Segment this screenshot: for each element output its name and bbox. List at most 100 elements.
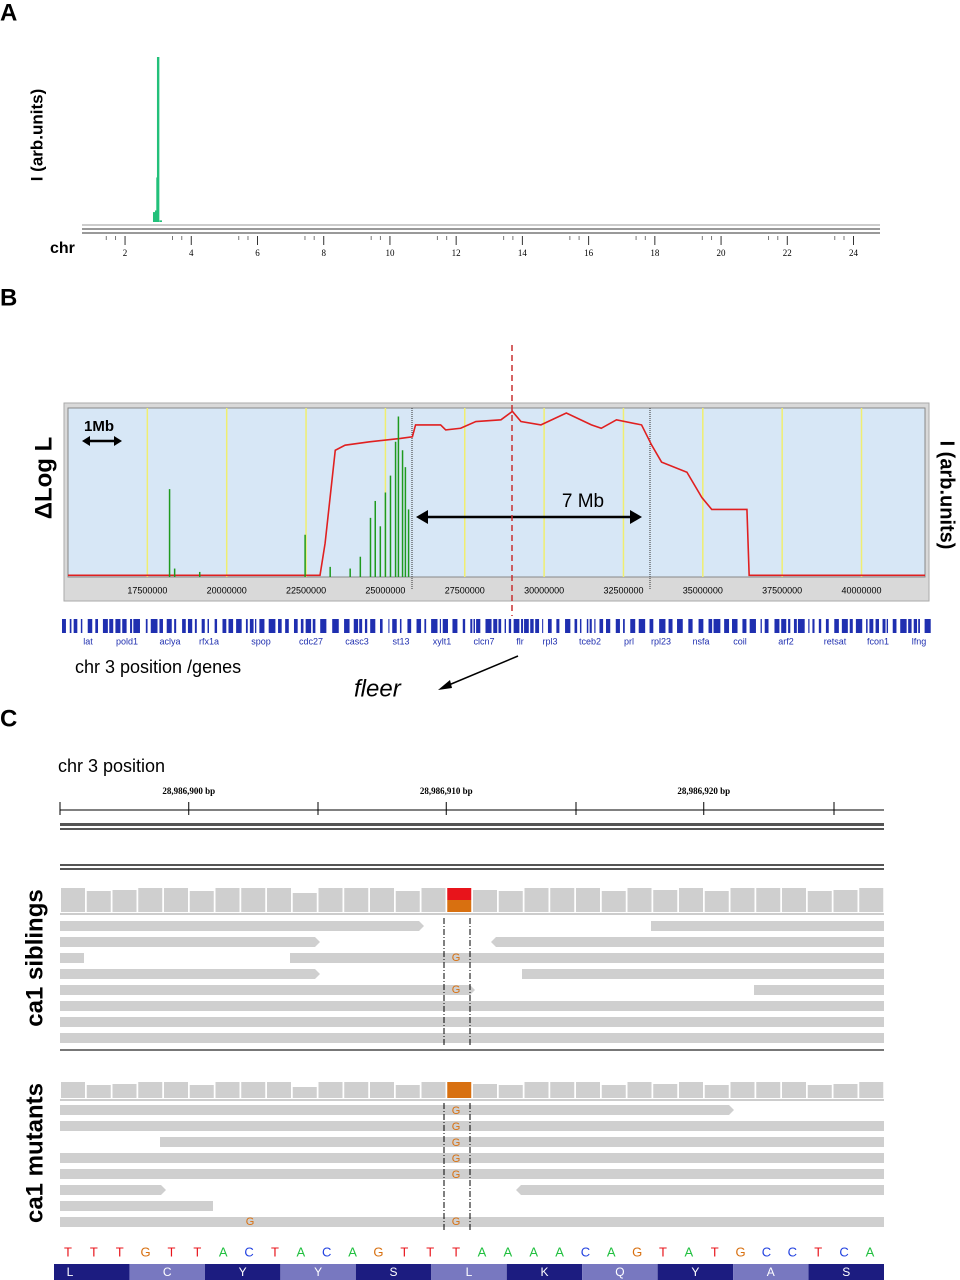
gene-block [565, 619, 571, 633]
amino-acid-block [204, 1264, 281, 1280]
read [60, 1169, 884, 1179]
coverage [61, 888, 85, 912]
x-tick-label: 17500000 [127, 585, 167, 595]
coverage [782, 1082, 806, 1098]
x-tick-label: 10 [385, 248, 395, 258]
coverage [370, 888, 394, 912]
coverage [704, 891, 729, 912]
gene-label: st13 [392, 636, 409, 646]
gene-label: clcn7 [473, 636, 494, 646]
x-axis-label: chr [50, 240, 75, 257]
coverage [833, 1084, 858, 1098]
gene-block [788, 619, 791, 633]
coverage [576, 1082, 600, 1098]
amino-acid: C [163, 1265, 172, 1279]
base: T [90, 1244, 98, 1259]
base: C [762, 1244, 771, 1259]
coverage [859, 1082, 884, 1098]
gene-block [388, 619, 390, 633]
mismatch: G [452, 1137, 461, 1149]
coverage [215, 888, 240, 912]
gene-block [344, 619, 350, 633]
gene-block [638, 619, 646, 633]
base: A [685, 1244, 694, 1259]
gene-block [278, 619, 282, 633]
base: G [141, 1244, 151, 1259]
mismatch: G [452, 1121, 461, 1133]
gene-block [841, 619, 848, 633]
gene-block [900, 619, 907, 633]
amino-acid: L [67, 1265, 74, 1279]
coverage [241, 888, 266, 912]
gene-block [370, 619, 376, 633]
x-tick-label: 28,986,920 bp [677, 786, 730, 796]
plot-area [67, 407, 926, 578]
amino-acid-block [506, 1264, 583, 1280]
gene-block [305, 619, 312, 633]
x-tick-label: 27500000 [445, 585, 485, 595]
base: T [271, 1244, 279, 1259]
gene-block [320, 619, 327, 633]
gene-block [594, 619, 596, 633]
base: A [219, 1244, 228, 1259]
amino-acid: A [767, 1265, 775, 1279]
arrow-head [416, 510, 428, 524]
coverage [189, 891, 214, 912]
read [60, 1033, 884, 1043]
arrow-head [438, 680, 452, 690]
gene-block [605, 619, 611, 633]
gene-block [255, 619, 257, 633]
arrow [443, 655, 519, 688]
amino-acid: Y [314, 1265, 322, 1279]
x-tick-label: 20000000 [207, 585, 247, 595]
arrow-head [82, 436, 90, 446]
gene-block [504, 619, 506, 633]
gene-block [924, 619, 931, 633]
coverage [679, 1082, 703, 1098]
amino-acid: S [390, 1265, 398, 1279]
read [160, 1137, 884, 1147]
coverage [189, 1085, 214, 1098]
scale-annotation: 1Mb [84, 418, 114, 435]
x-tick-label: 4 [189, 248, 194, 258]
gene-block [542, 619, 544, 633]
gene-label: pold1 [116, 636, 138, 646]
y-axis-label: I (arb.units) [27, 89, 46, 182]
base: A [555, 1244, 564, 1259]
amino-acid: Y [239, 1265, 247, 1279]
amino-acid: K [540, 1265, 548, 1279]
coverage [679, 888, 703, 912]
gene-block [918, 619, 920, 633]
gene-block [187, 619, 193, 633]
panel-label: A [0, 0, 17, 26]
amino-acid: Y [691, 1265, 699, 1279]
coverage [447, 888, 472, 900]
mismatch: G [452, 1169, 461, 1181]
read [60, 921, 424, 931]
coverage [524, 1082, 549, 1098]
coverage [601, 1085, 626, 1098]
gene-block [95, 619, 99, 633]
gene-block [166, 619, 172, 633]
gene-block [586, 619, 589, 633]
gene-block [535, 619, 540, 633]
x-tick-label: 8 [321, 248, 326, 258]
coverage [756, 1082, 781, 1098]
axis-lines [82, 224, 880, 234]
coverage [61, 1082, 85, 1098]
coverage [267, 888, 291, 912]
base: A [866, 1244, 875, 1259]
coverage [859, 888, 884, 912]
coverage [344, 888, 369, 912]
gene-block [201, 619, 205, 633]
span-annotation: 7 Mb [562, 491, 604, 512]
x-tick-label: 28,986,910 bp [420, 786, 473, 796]
x-tick-label: 20 [717, 248, 727, 258]
gene-label: arf2 [778, 636, 794, 646]
x-tick-label: 28,986,900 bp [162, 786, 215, 796]
gene-label: retsat [824, 636, 847, 646]
coverage [86, 1085, 111, 1098]
gene-block [493, 619, 498, 633]
gene-block [732, 619, 738, 633]
